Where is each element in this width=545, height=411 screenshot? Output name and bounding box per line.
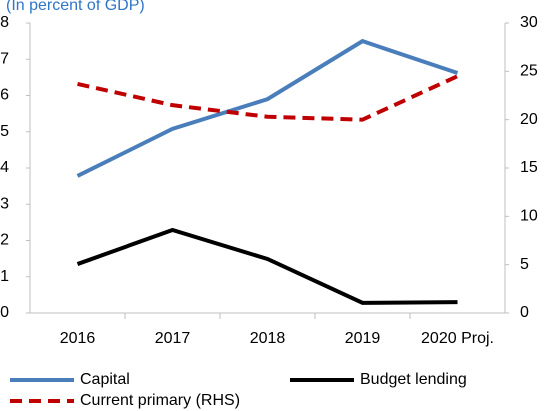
y-tick-label: 6: [0, 87, 9, 104]
line-series: [76, 227, 458, 305]
y2-tick-label: 5: [520, 256, 529, 273]
y-tick-label: 0: [0, 304, 9, 321]
y-tick-label: 2: [0, 232, 9, 249]
y-tick-label: 5: [0, 123, 9, 140]
y2-tick-label: 30: [520, 14, 538, 31]
x-tick-label: 2020 Proj.: [421, 330, 494, 347]
legend-label: Current primary (RHS): [80, 392, 240, 409]
y2-tick-label: 10: [520, 208, 538, 225]
x-tick-label: 2019: [345, 330, 381, 347]
legend-label: Budget lending: [360, 371, 467, 388]
y-tick-label: 4: [0, 159, 9, 176]
legend-label: Capital: [80, 371, 130, 388]
x-tick-label: 2018: [250, 330, 286, 347]
y-tick-label: 1: [0, 268, 9, 285]
y-tick-label: 8: [0, 14, 9, 31]
y2-tick-label: 15: [520, 159, 538, 176]
line-series: [77, 74, 459, 122]
y2-tick-label: 25: [520, 63, 538, 80]
x-tick-label: 2017: [155, 330, 191, 347]
y2-tick-label: 20: [520, 111, 538, 128]
y-tick-label: 3: [0, 195, 9, 212]
y2-tick-label: 0: [520, 304, 529, 321]
x-tick-label: 2016: [60, 330, 96, 347]
chart-subtitle: (In percent of GDP): [6, 0, 145, 14]
y-tick-label: 7: [0, 50, 9, 67]
line-series: [76, 38, 459, 178]
